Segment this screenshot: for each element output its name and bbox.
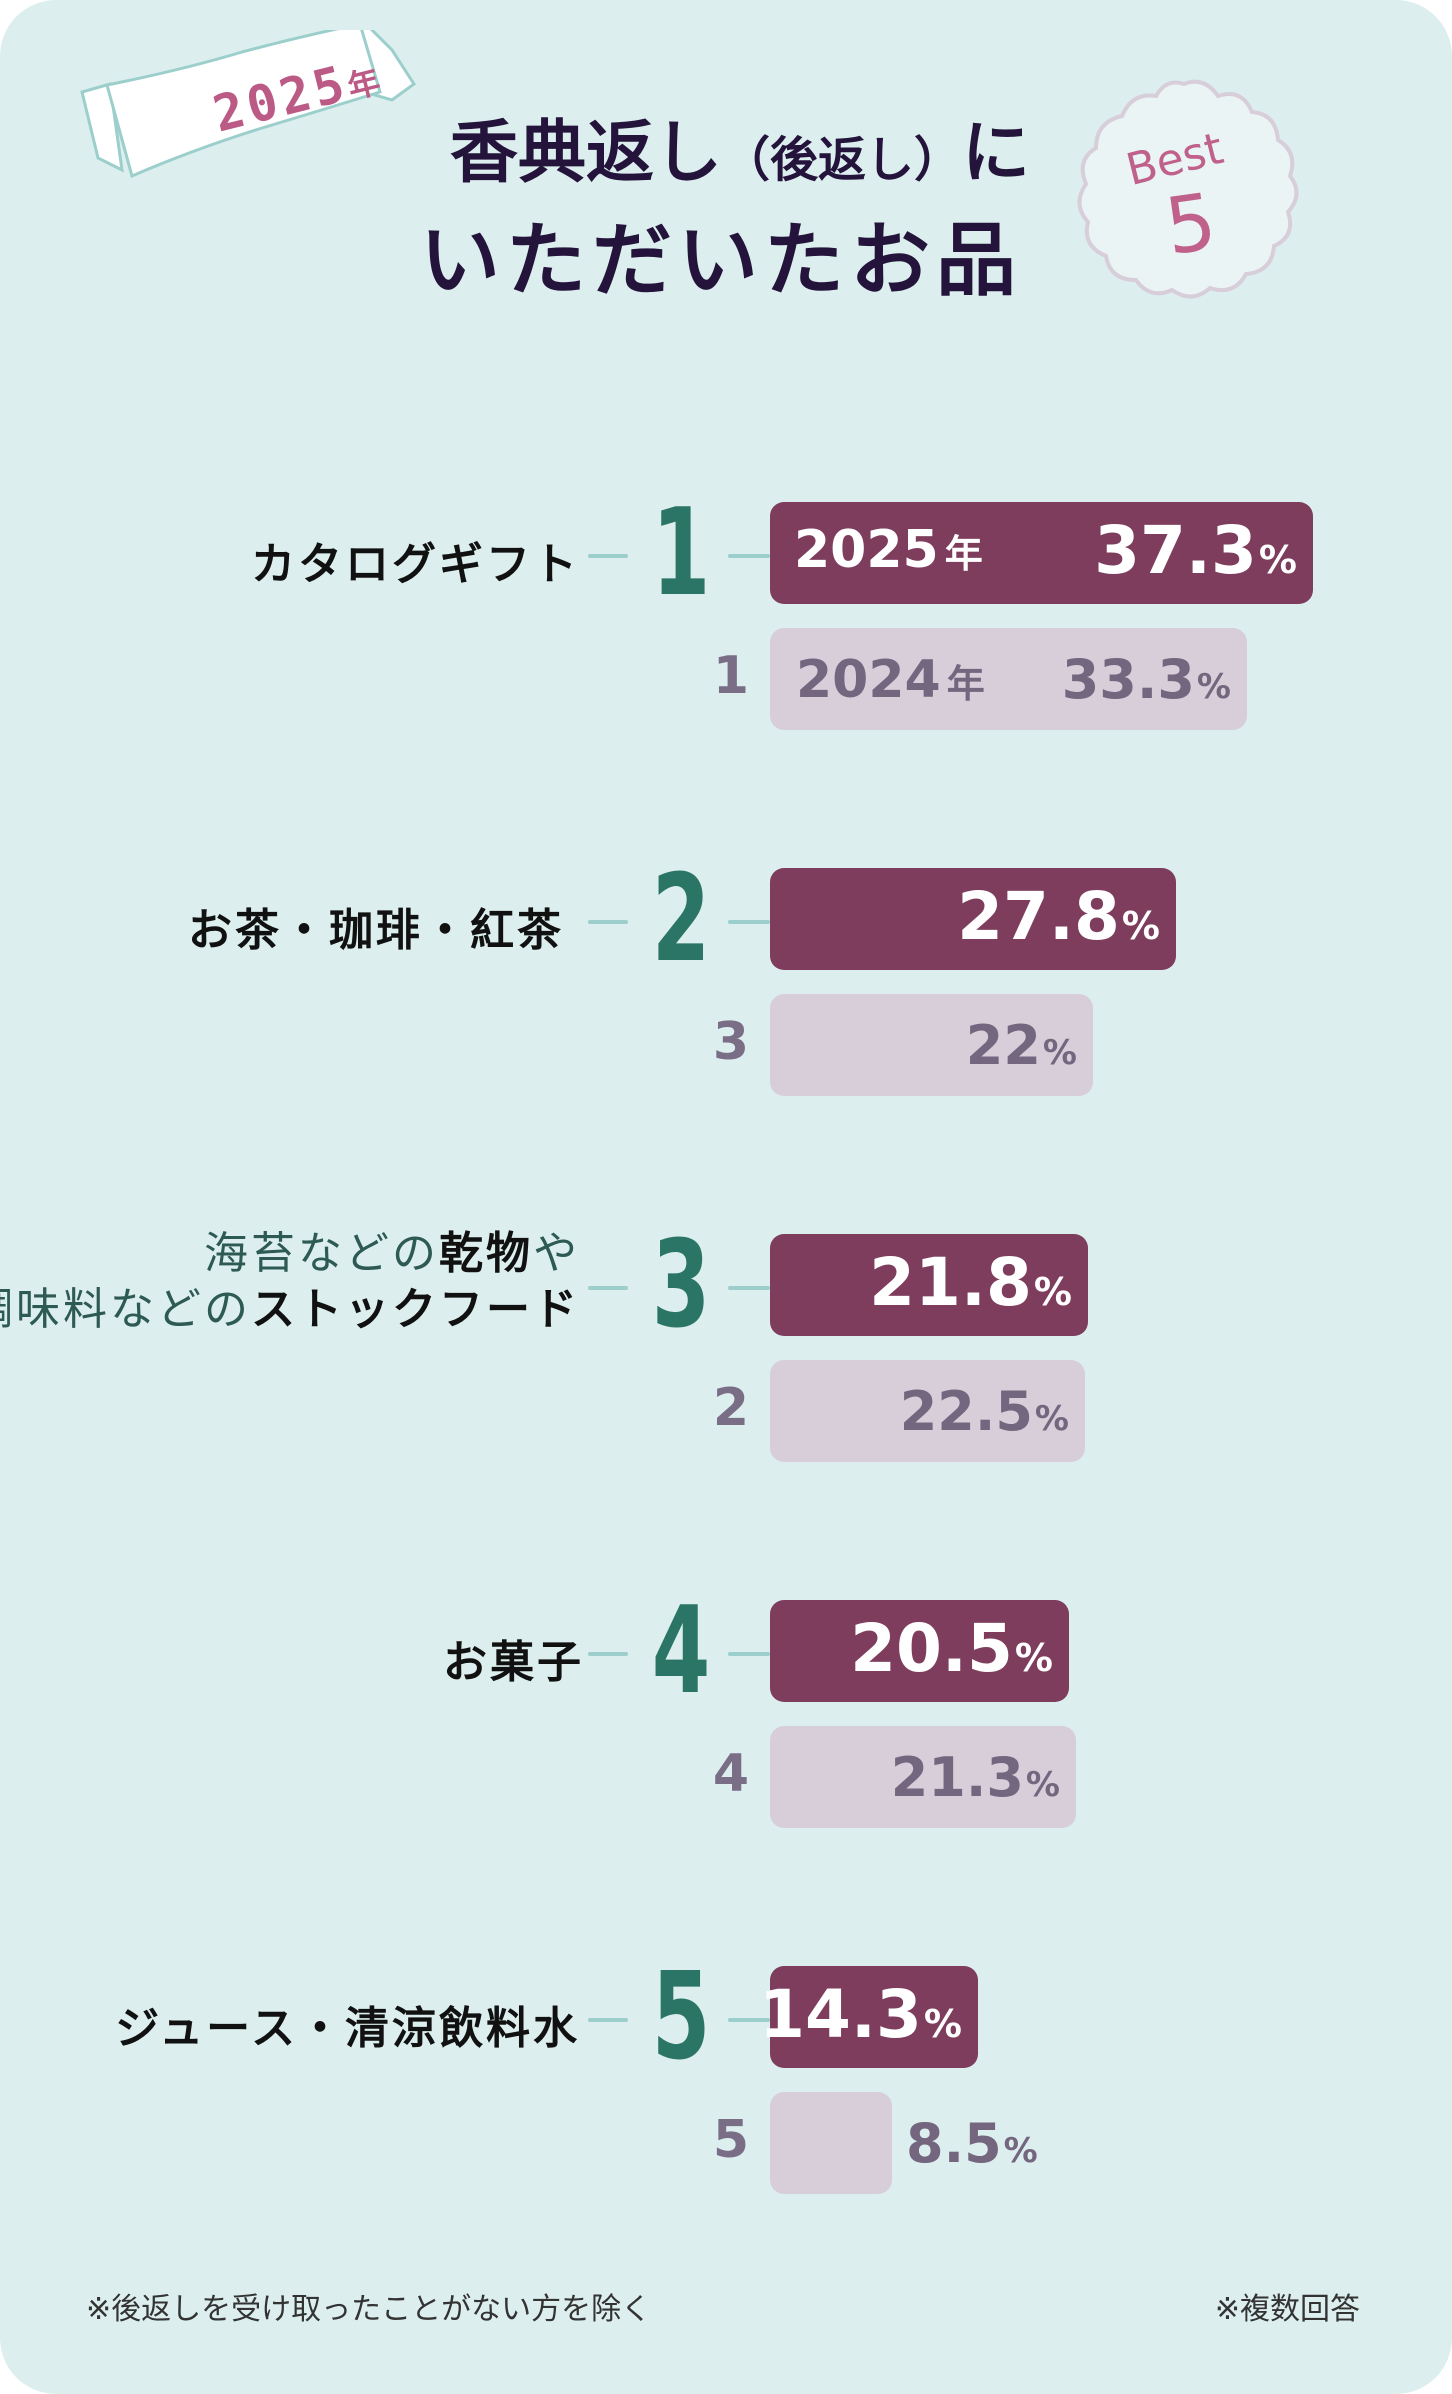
connector-line xyxy=(728,1286,770,1290)
rank-number: 1 xyxy=(651,484,711,623)
value-2024: 8.5% xyxy=(906,2112,1038,2175)
connector-line xyxy=(728,2018,770,2022)
value-2025: 37.3% xyxy=(1094,512,1297,589)
previous-rank: 4 xyxy=(712,1744,750,1804)
category-label-line-1: 海苔などの乾物や xyxy=(204,1228,580,1279)
connector-line xyxy=(588,2018,628,2022)
bar-2025: 21.8% xyxy=(770,1234,1088,1336)
scalloped-badge-icon xyxy=(1077,79,1299,299)
connector-line xyxy=(728,554,770,558)
value-2024: 22.5% xyxy=(899,1380,1069,1443)
title-line-1: 香典返し（後返し）に xyxy=(450,114,1031,193)
year-label-2025: 2025 年 xyxy=(794,520,983,580)
value-2025: 20.5% xyxy=(850,1610,1053,1687)
category-label: お茶・珈琲・紅茶 xyxy=(188,905,564,956)
ribbon-banner-icon xyxy=(80,30,417,179)
previous-rank: 3 xyxy=(712,1012,750,1072)
previous-rank: 2 xyxy=(712,1378,750,1438)
rank-number: 5 xyxy=(651,1948,711,2087)
rank-number: 3 xyxy=(651,1216,711,1355)
rank-number: 4 xyxy=(651,1582,711,1721)
bar-2025: 20.5% xyxy=(770,1600,1069,1702)
connector-line xyxy=(728,1652,770,1656)
bar-2025: 14.3% xyxy=(759,1966,978,2068)
footnote-multiple-answers: ※複数回答 xyxy=(1214,2292,1360,2327)
previous-rank: 5 xyxy=(712,2110,750,2170)
category-label: 海苔などの乾物や 調味料などのストックフード xyxy=(0,1226,580,1338)
connector-line xyxy=(588,1652,628,1656)
connector-line xyxy=(588,920,628,924)
bar-2025: 2025 年 37.3% xyxy=(770,502,1313,604)
rank-number: 2 xyxy=(651,850,711,989)
year-label-2024: 2024 年 xyxy=(796,650,985,710)
connector-line xyxy=(588,554,628,558)
value-2025: 21.8% xyxy=(869,1244,1072,1321)
bar-2024: 21.3% xyxy=(770,1726,1076,1828)
best5-badge: Best 5 xyxy=(1066,72,1302,308)
connector-line xyxy=(728,920,770,924)
value-2025: 14.3% xyxy=(759,1976,962,2053)
connector-line xyxy=(588,1286,628,1290)
category-label-line-2: 調味料などのストックフード xyxy=(0,1284,580,1335)
bar-2024: 22% xyxy=(770,994,1093,1096)
previous-rank: 1 xyxy=(712,646,750,706)
bar-2024 xyxy=(770,2092,892,2194)
title-line-2: いただいたお品 xyxy=(420,214,1022,307)
value-2025: 27.8% xyxy=(957,878,1160,955)
category-label: ジュース・清涼飲料水 xyxy=(115,2003,580,2054)
footnote-exclusion: ※後返しを受け取ったことがない方を除く xyxy=(86,2292,652,2327)
page-title: 香典返し（後返し）に いただいたお品 xyxy=(420,108,1060,316)
value-2024: 33.3% xyxy=(1061,648,1231,711)
bar-2025: 27.8% xyxy=(770,868,1176,970)
value-2024: 21.3% xyxy=(890,1746,1060,1809)
category-label: お菓子 xyxy=(443,1637,584,1688)
bar-2024: 22.5% xyxy=(770,1360,1085,1462)
year-banner: 2025年 xyxy=(62,30,442,179)
value-2024: 22% xyxy=(965,1014,1077,1077)
bar-2024: 2024 年 33.3% xyxy=(770,628,1247,730)
category-label: カタログギフト xyxy=(251,539,580,590)
